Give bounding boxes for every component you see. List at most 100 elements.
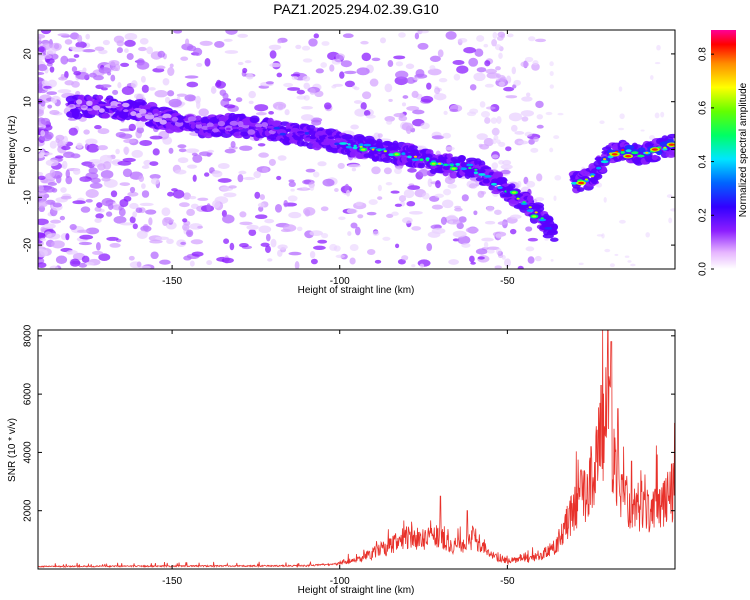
spectrogram-blob (449, 108, 459, 112)
spectrogram-blob (38, 71, 45, 76)
colorbar-tick-label: 0.8 (698, 47, 709, 61)
spectrogram-blob (365, 114, 376, 119)
spectrogram-blob (453, 159, 461, 164)
spectrogram-blob (366, 211, 377, 216)
spectrogram-blob (242, 67, 248, 74)
spectrogram-blob (110, 190, 118, 198)
spectrogram-blob (186, 45, 197, 52)
spectrogram-blob (43, 85, 52, 89)
spectrogram-blob (296, 89, 305, 95)
spectrogram-blob (55, 255, 68, 264)
spectrogram-blob (479, 101, 486, 108)
spectrogram-blob (668, 149, 675, 156)
spectrogram-blob (497, 253, 504, 259)
spectrogram-blobs (38, 30, 675, 269)
spectrogram-blob (526, 209, 534, 213)
spectrogram-blob (174, 169, 187, 175)
spectrogram-blob (274, 204, 283, 213)
spectrogram-blob (540, 217, 544, 220)
spectrogram-blob (273, 121, 281, 128)
spectrogram-blob (455, 163, 460, 166)
spectrogram-blob (79, 234, 94, 240)
spectrogram-blob (73, 70, 82, 76)
spectrogram-y-label: Frequency (Hz) (7, 116, 18, 185)
spectrogram-blob (38, 218, 49, 226)
spectrogram-blob (363, 110, 371, 117)
spectrogram-blob (349, 244, 359, 251)
spectrogram-blob (165, 96, 170, 104)
spectrogram-blob (311, 119, 322, 126)
spectrogram-blob (141, 165, 150, 169)
spectrogram-blob (448, 259, 459, 265)
spectrogram-blob (61, 145, 71, 151)
spectrogram-blob (495, 44, 502, 51)
spectrogram-blob (150, 251, 159, 260)
spectrogram-blob (120, 62, 130, 67)
spectrogram-blob (267, 258, 273, 262)
spectrogram-blob (244, 60, 252, 64)
spectrogram-blob (38, 248, 48, 258)
spectrogram-blob (129, 202, 139, 210)
spectrogram-blob (140, 225, 152, 232)
spectrogram-blob (199, 40, 213, 46)
spectrogram-blob (421, 192, 430, 200)
spectrogram-blob (58, 76, 68, 81)
spectrogram-blob (473, 210, 478, 216)
spectrogram-blob (270, 238, 277, 248)
spectrogram-blob (116, 47, 123, 54)
spectrogram-blob (366, 249, 376, 255)
spectrogram-blob (570, 181, 578, 185)
spectrogram-blob (508, 112, 523, 122)
spectrogram-blob (476, 35, 485, 42)
spectrogram-blob (132, 223, 138, 230)
spectrogram-blob (500, 34, 506, 39)
spectrogram-blob (660, 111, 665, 118)
spectrogram-blob (419, 30, 429, 34)
spectrogram-blob (72, 200, 86, 205)
spectrogram-blob (261, 167, 269, 173)
colorbar-ticks: 0.0 0.2 0.4 0.6 0.8 (698, 47, 714, 276)
spectrogram-blob (528, 36, 536, 42)
spectrogram-blob (411, 158, 420, 162)
spectrogram-blob (374, 259, 382, 264)
spectrogram-blob (212, 128, 219, 133)
spectrogram-blob (466, 163, 474, 167)
spectrogram-blob (409, 145, 418, 150)
spectrogram-blob (486, 246, 500, 251)
spectrogram-blob (452, 230, 467, 238)
spectrogram-blob (57, 33, 70, 37)
spectrogram-blob (497, 176, 507, 182)
spectrogram-blob (651, 154, 659, 161)
spectrogram-blob (401, 102, 407, 107)
spectrogram-blob (167, 191, 174, 197)
spectrogram-blob (369, 78, 379, 87)
spectrogram-blob (176, 119, 184, 123)
spectrogram-blob (481, 237, 494, 242)
spectrogram-blob (517, 140, 529, 145)
spectrogram-blob (457, 235, 471, 245)
spectrogram-blob (638, 147, 646, 153)
spectrogram-blob (101, 87, 108, 91)
spectrogram-blob (352, 146, 358, 150)
spectrogram-blob (43, 223, 56, 229)
x-tick-label: -50 (500, 276, 515, 287)
spectrogram-blob (196, 100, 201, 110)
spectrogram-blob (197, 225, 203, 229)
spectrogram-blob (115, 131, 126, 138)
spectrogram-blob (313, 33, 320, 39)
spectrogram-blob (401, 255, 409, 261)
spectrogram-blob (164, 218, 175, 224)
spectrogram-blob (447, 183, 457, 189)
spectrogram-blob (460, 161, 468, 168)
spectrogram-blob (169, 63, 174, 68)
spectrogram-blob (139, 108, 147, 115)
spectrogram-blob (202, 123, 207, 126)
spectrogram-blob (255, 126, 262, 130)
spectrogram-blob (103, 161, 112, 170)
spectrogram-blob (66, 58, 77, 63)
spectrogram-blob (180, 241, 186, 245)
spectrogram-blob (239, 145, 253, 151)
spectrogram-blob (527, 237, 539, 242)
spectrogram-blob (280, 228, 291, 233)
spectrogram-blob (178, 148, 187, 153)
